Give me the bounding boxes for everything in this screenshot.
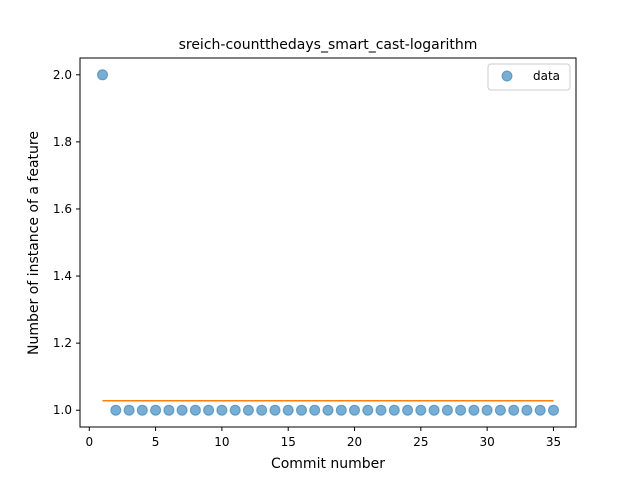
data-point	[203, 404, 215, 416]
x-tick-label: 10	[214, 435, 229, 449]
data-point	[216, 404, 228, 416]
y-tick-label: 1.8	[53, 135, 72, 149]
x-tick-label: 25	[413, 435, 428, 449]
data-point	[362, 404, 374, 416]
data-point	[388, 404, 400, 416]
axes-frame	[79, 57, 577, 428]
data-point	[455, 404, 467, 416]
data-point	[269, 404, 281, 416]
data-point	[189, 404, 201, 416]
data-point	[150, 404, 162, 416]
data-point	[97, 69, 108, 81]
y-tick-label: 1.6	[53, 202, 72, 216]
data-point	[508, 404, 520, 416]
data-point	[176, 404, 188, 416]
data-point	[468, 404, 480, 416]
x-axis-label: Commit number	[271, 456, 385, 472]
x-tick-label: 30	[480, 435, 495, 449]
data-point	[110, 404, 122, 416]
x-tick-label: 20	[347, 435, 362, 449]
data-point	[123, 404, 135, 416]
data-point	[494, 404, 506, 416]
y-tick-label: 2.0	[53, 68, 72, 82]
data-point	[521, 404, 533, 416]
x-tick-label: 5	[152, 435, 160, 449]
chart-title: sreich-countthedays_smart_cast-logarithm	[179, 37, 478, 53]
y-tick-label: 1.2	[53, 336, 72, 350]
legend-box	[487, 63, 571, 91]
x-tick-label: 0	[85, 435, 93, 449]
data-point	[375, 404, 387, 416]
data-point	[163, 404, 175, 416]
plot-area	[97, 69, 559, 416]
y-axis-label: Number of instance of a feature	[26, 131, 42, 355]
data-point	[309, 404, 321, 416]
data-point	[402, 404, 414, 416]
data-point	[296, 404, 307, 416]
data-point	[534, 404, 546, 416]
legend: data	[487, 63, 571, 91]
x-tick-label: 15	[281, 435, 296, 449]
data-point	[282, 404, 294, 416]
x-tick-label: 35	[546, 435, 561, 449]
data-point	[548, 404, 559, 416]
legend-label: data	[533, 69, 560, 83]
axis-ticks: 0 5 10 15 20 25 30 35 1.0 1.2 1.4 1.6 1.8 2.0	[53, 68, 561, 449]
y-tick-label: 1.0	[53, 403, 72, 417]
legend-marker	[501, 70, 513, 82]
data-point	[242, 404, 254, 416]
data-point	[441, 404, 453, 416]
data-point	[349, 404, 360, 416]
data-point	[256, 404, 268, 416]
data-point	[481, 404, 493, 416]
data-point	[428, 404, 440, 416]
y-tick-label: 1.4	[53, 269, 72, 283]
data-point	[229, 404, 241, 416]
data-point	[136, 404, 148, 416]
data-point	[322, 404, 334, 416]
data-point	[415, 404, 427, 416]
data-point	[335, 404, 347, 416]
